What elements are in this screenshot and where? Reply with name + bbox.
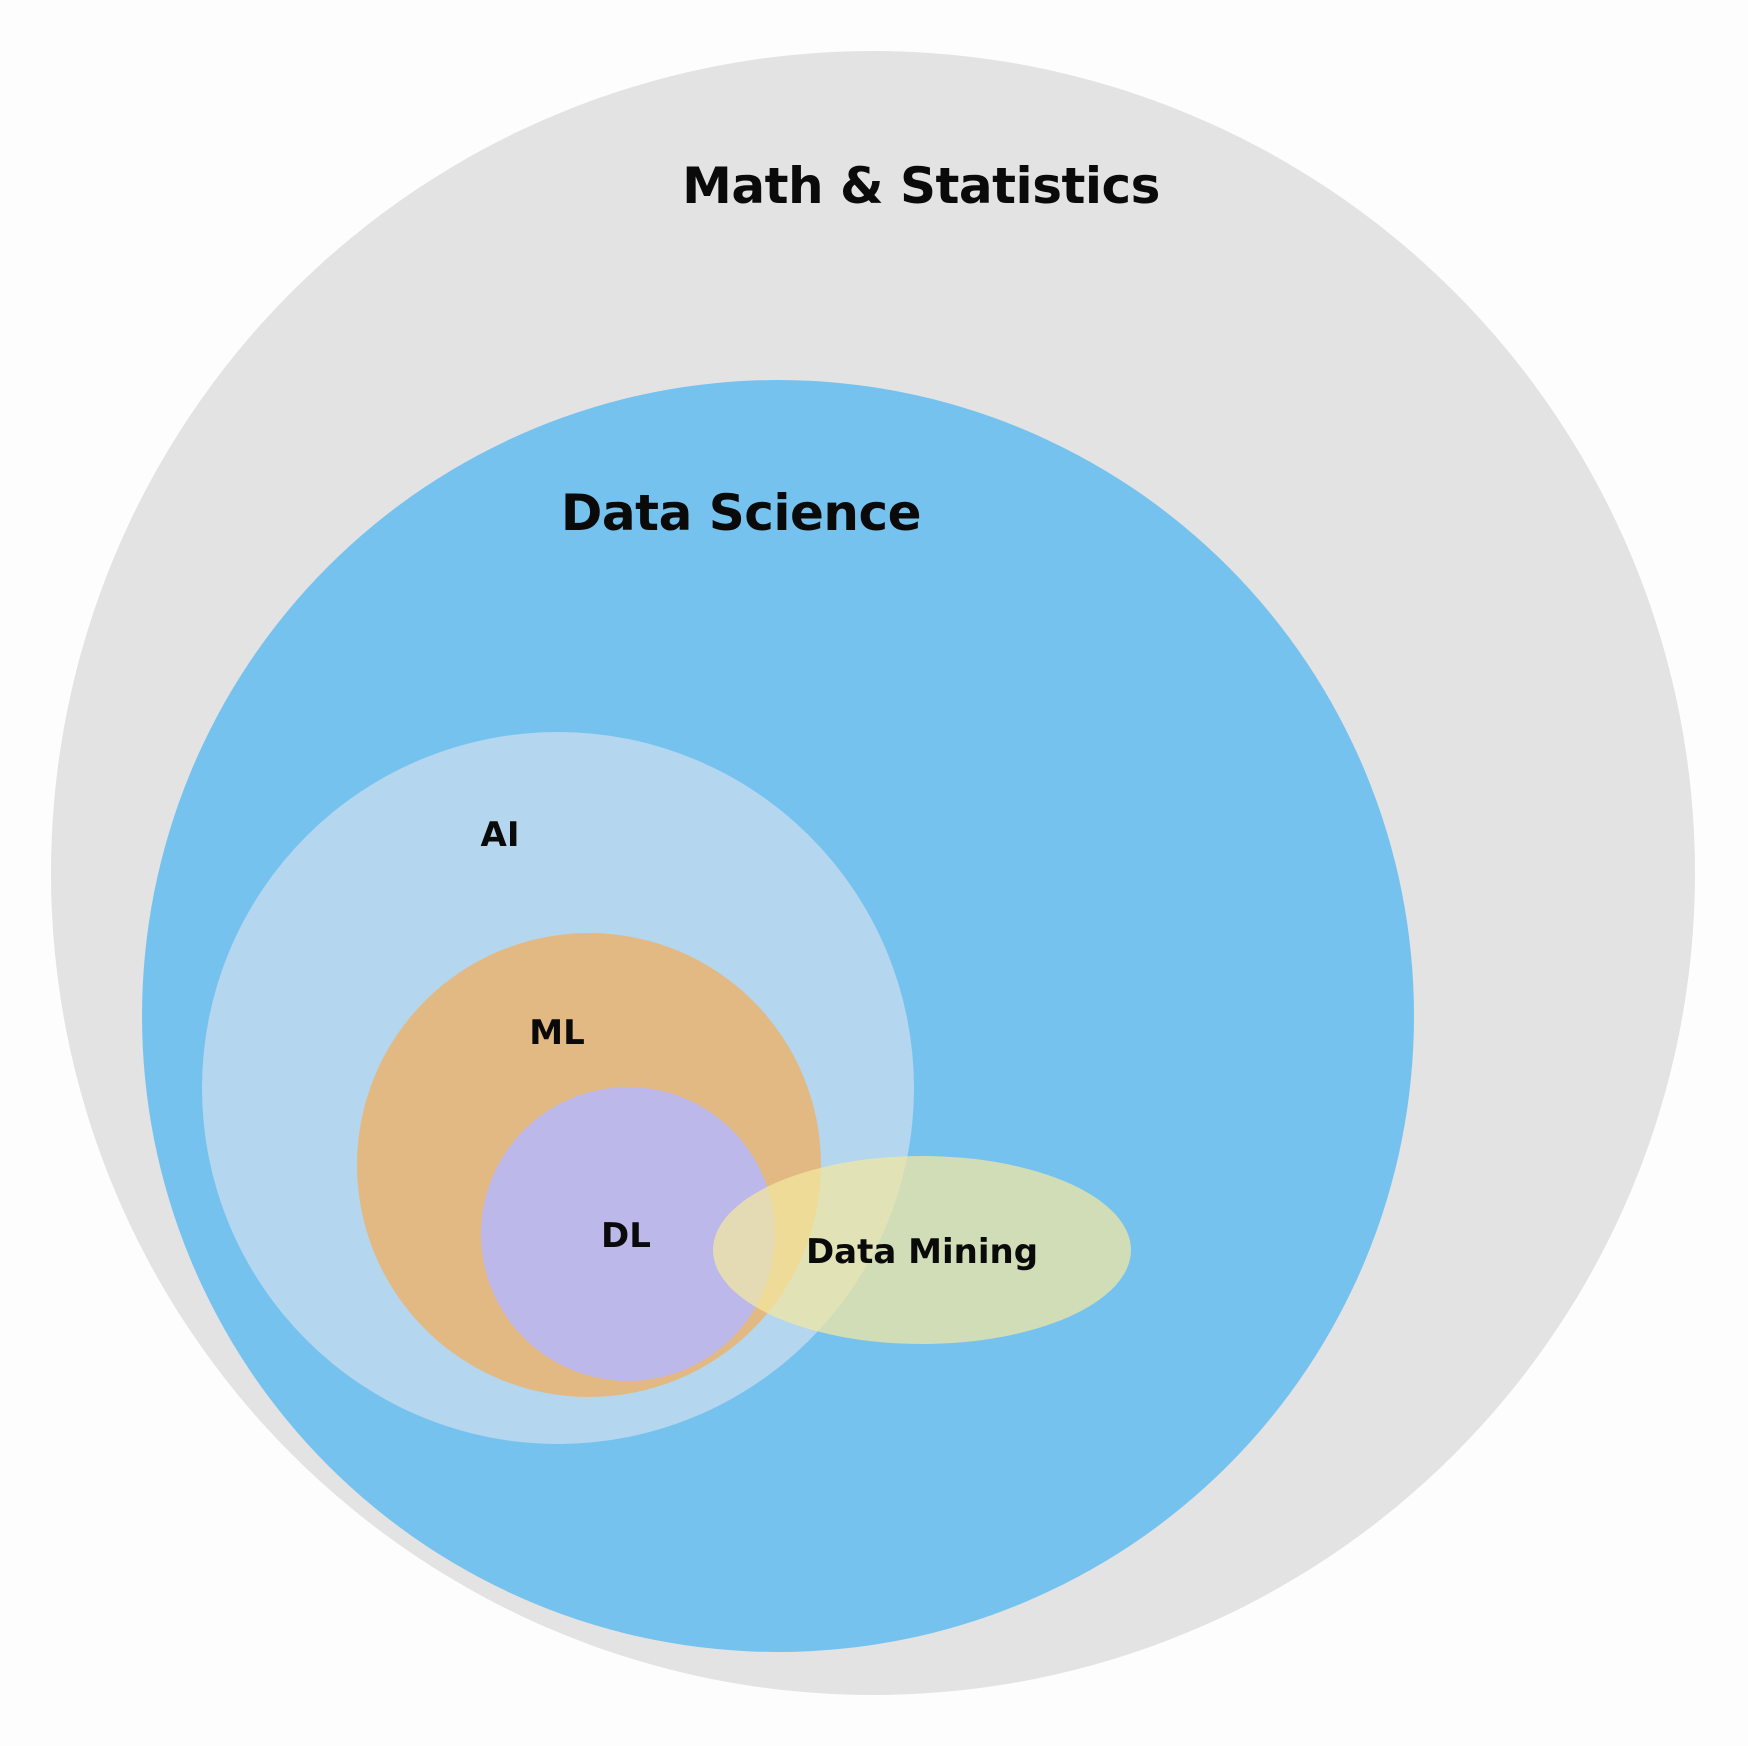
dl-circle bbox=[481, 1087, 775, 1381]
ml-label: ML bbox=[529, 1013, 585, 1053]
data-science-label: Data Science bbox=[561, 484, 921, 542]
ai-label: AI bbox=[481, 815, 520, 855]
dl-label: DL bbox=[601, 1216, 651, 1256]
data-mining-ellipse bbox=[713, 1156, 1131, 1344]
region-dl: DL bbox=[481, 1087, 775, 1381]
region-data-mining: Data Mining bbox=[713, 1156, 1131, 1344]
data-mining-label: Data Mining bbox=[806, 1232, 1038, 1272]
math-statistics-label: Math & Statistics bbox=[682, 157, 1160, 215]
